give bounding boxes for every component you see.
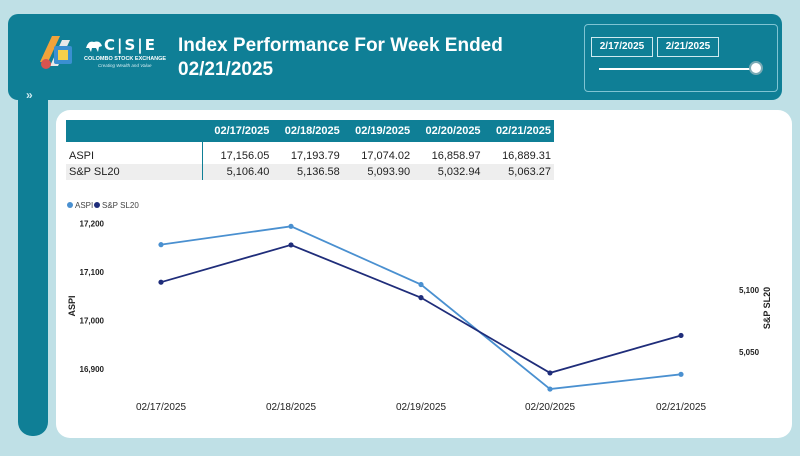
- column-header: 02/19/2025: [342, 120, 414, 142]
- y-left-axis-title: ASPI: [67, 295, 77, 316]
- line-chart: ASPI S&P SL20 17,200 17,100 17,000 16,900 5,10…: [67, 201, 772, 413]
- table-cell: 5,093.90: [342, 164, 414, 180]
- date-range-slicer: 2/17/2025 2/21/2025: [584, 24, 778, 92]
- side-navigation-rail: [18, 92, 48, 436]
- x-tick-label: 02/18/2025: [266, 402, 316, 413]
- row-name: ASPI: [66, 142, 203, 164]
- y-right-tick-label: 5,100: [739, 286, 760, 295]
- series-line-sl20: [160, 243, 682, 374]
- y-left-tick-label: 17,000: [80, 317, 105, 326]
- table-row: S&P SL20 5,106.40 5,136.58 5,093.90 5,03…: [66, 164, 554, 180]
- column-header: 02/21/2025: [483, 120, 554, 142]
- cse-logo: C|S|E COLOMBO STOCK EXCHANGE Creating We…: [84, 36, 167, 70]
- data-point: [418, 295, 424, 301]
- start-date-input[interactable]: 2/17/2025: [591, 37, 653, 57]
- data-point: [418, 281, 424, 288]
- legend-label: S&P SL20: [102, 201, 139, 210]
- data-point: [678, 332, 684, 339]
- index-performance-table: 02/17/2025 02/18/2025 02/19/2025 02/20/2…: [66, 120, 554, 180]
- column-header: [66, 120, 202, 142]
- data-point: [547, 386, 553, 392]
- x-tick-label: 02/19/2025: [396, 402, 446, 413]
- data-point: [288, 223, 294, 229]
- column-header: 02/18/2025: [272, 120, 343, 142]
- cse-mark: C|S|E: [104, 36, 158, 54]
- data-point: [547, 370, 553, 376]
- emblem-logo-icon: [40, 36, 72, 69]
- legend-label: ASPI: [75, 201, 93, 210]
- series-line-aspi: [160, 225, 682, 391]
- row-name: S&P SL20: [66, 164, 203, 180]
- data-point: [158, 242, 164, 248]
- table-cell: 5,106.40: [202, 164, 273, 180]
- table-cell: 5,063.27: [483, 164, 554, 180]
- data-point: [288, 242, 294, 248]
- y-right-tick-label: 5,050: [739, 348, 760, 357]
- data-point: [158, 279, 164, 285]
- end-date-input[interactable]: 2/21/2025: [657, 37, 719, 57]
- table-cell: 16,858.97: [431, 150, 481, 162]
- data-point: [678, 371, 684, 377]
- table-cell: 5,136.58: [272, 164, 343, 180]
- page-title: Index Performance For Week Ended 02/21/2…: [178, 35, 503, 80]
- y-left-tick-label: 16,900: [80, 365, 105, 374]
- header-band: [8, 14, 782, 100]
- expand-arrow-icon[interactable]: »: [26, 88, 33, 102]
- x-tick-label: 02/21/2025: [656, 402, 706, 413]
- date-slider-track[interactable]: [599, 68, 757, 70]
- column-header: 02/20/2025: [413, 120, 484, 142]
- table-cell: 17,193.79: [290, 150, 340, 162]
- legend-marker-sl20: [94, 202, 100, 208]
- y-left-tick-label: 17,200: [80, 219, 105, 228]
- cse-name: COLOMBO STOCK EXCHANGE: [84, 56, 167, 62]
- x-tick-label: 02/20/2025: [525, 402, 575, 413]
- y-left-tick-label: 17,100: [80, 268, 105, 277]
- table-header-row: 02/17/2025 02/18/2025 02/19/2025 02/20/2…: [66, 120, 554, 142]
- table-cell: 17,156.05: [220, 150, 270, 162]
- table-cell: 16,889.31: [502, 150, 551, 162]
- table-row: ASPI 17,156.05 17,193.79 17,074.02 16,85…: [66, 142, 554, 164]
- table-cell: 17,074.02: [361, 150, 411, 162]
- y-right-axis-title: S&P SL20: [762, 287, 772, 329]
- column-header: 02/17/2025: [202, 120, 273, 142]
- date-slider-handle[interactable]: [749, 61, 763, 75]
- legend-marker-aspi: [67, 202, 73, 208]
- x-tick-label: 02/17/2025: [136, 402, 186, 413]
- cse-tagline: Creating Wealth and Value: [98, 63, 152, 68]
- table-cell: 5,032.94: [413, 164, 484, 180]
- bull-icon: [86, 41, 102, 52]
